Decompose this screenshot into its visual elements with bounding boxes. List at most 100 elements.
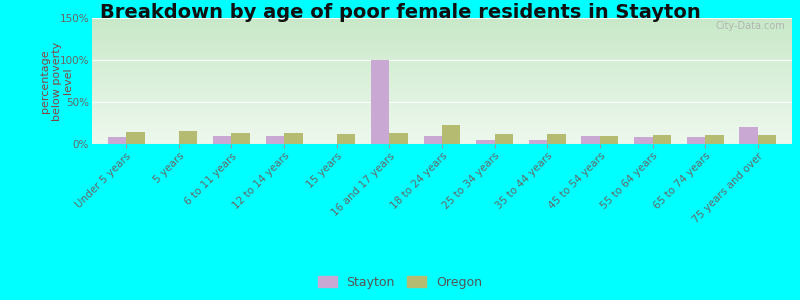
Bar (92, 96, 792, 97)
Bar (92, 63, 792, 64)
Bar (92, 109, 792, 110)
Bar (92, 62, 792, 63)
Bar (92, 72, 792, 73)
Bar (92, 65, 792, 66)
Bar (92, 87, 792, 88)
Bar (337, 134, 355, 144)
Bar (92, 135, 792, 136)
Bar (92, 140, 792, 141)
Bar (92, 94, 792, 95)
Bar (92, 124, 792, 125)
Y-axis label: percentage
below poverty
level: percentage below poverty level (40, 41, 74, 121)
Bar (92, 41, 792, 42)
Bar (92, 64, 792, 65)
Bar (600, 136, 618, 144)
Bar (92, 26, 792, 27)
Bar (92, 39, 792, 40)
Bar (92, 36, 792, 37)
Bar (92, 136, 792, 137)
Bar (92, 105, 792, 106)
Bar (92, 81, 792, 82)
Bar (231, 133, 250, 144)
Bar (92, 28, 792, 29)
Bar (92, 67, 792, 68)
Bar (92, 141, 792, 142)
Bar (92, 128, 792, 129)
Bar (92, 48, 792, 49)
Bar (92, 24, 792, 25)
Bar (92, 86, 792, 87)
Bar (92, 143, 792, 144)
Bar (92, 68, 792, 69)
Bar (92, 130, 792, 131)
Bar (92, 117, 792, 118)
Bar (92, 78, 792, 79)
Bar (92, 93, 792, 94)
Bar (92, 59, 792, 60)
Bar (494, 134, 513, 144)
Bar (476, 140, 494, 144)
Bar (92, 33, 792, 34)
Bar (92, 77, 792, 78)
Bar (92, 40, 792, 41)
Text: Breakdown by age of poor female residents in Stayton: Breakdown by age of poor female resident… (100, 3, 700, 22)
Bar (92, 53, 792, 54)
Bar (92, 49, 792, 50)
Bar (92, 60, 792, 61)
Bar (92, 107, 792, 108)
Bar (92, 54, 792, 55)
Bar (92, 122, 792, 123)
Legend: Stayton, Oregon: Stayton, Oregon (313, 271, 487, 294)
Bar (92, 22, 792, 23)
Bar (92, 134, 792, 135)
Bar (126, 132, 145, 144)
Bar (92, 139, 792, 140)
Bar (92, 57, 792, 58)
Bar (92, 121, 792, 122)
Bar (92, 79, 792, 80)
Bar (92, 61, 792, 62)
Bar (92, 125, 792, 126)
Bar (634, 137, 653, 144)
Bar (213, 136, 231, 144)
Bar (92, 38, 792, 39)
Bar (179, 130, 198, 144)
Bar (92, 92, 792, 93)
Bar (92, 106, 792, 107)
Bar (92, 99, 792, 100)
Bar (92, 32, 792, 33)
Bar (423, 136, 442, 144)
Bar (92, 113, 792, 114)
Bar (92, 123, 792, 124)
Bar (92, 133, 792, 134)
Bar (92, 21, 792, 22)
Bar (92, 137, 792, 138)
Bar (92, 142, 792, 143)
Bar (92, 27, 792, 28)
Bar (92, 50, 792, 51)
Bar (653, 135, 671, 144)
Bar (529, 140, 547, 144)
Bar (442, 125, 461, 144)
Bar (92, 42, 792, 43)
Text: City-Data.com: City-Data.com (715, 20, 785, 31)
Bar (686, 137, 705, 144)
Bar (92, 58, 792, 59)
Bar (92, 120, 792, 121)
Bar (92, 23, 792, 24)
Bar (92, 55, 792, 56)
Bar (92, 103, 792, 104)
Bar (92, 69, 792, 70)
Bar (92, 25, 792, 26)
Bar (92, 132, 792, 133)
Bar (92, 75, 792, 76)
Bar (92, 31, 792, 32)
Bar (92, 76, 792, 77)
Bar (92, 18, 792, 19)
Bar (92, 19, 792, 20)
Bar (92, 112, 792, 113)
Bar (92, 37, 792, 38)
Bar (92, 95, 792, 96)
Bar (92, 115, 792, 116)
Bar (92, 44, 792, 45)
